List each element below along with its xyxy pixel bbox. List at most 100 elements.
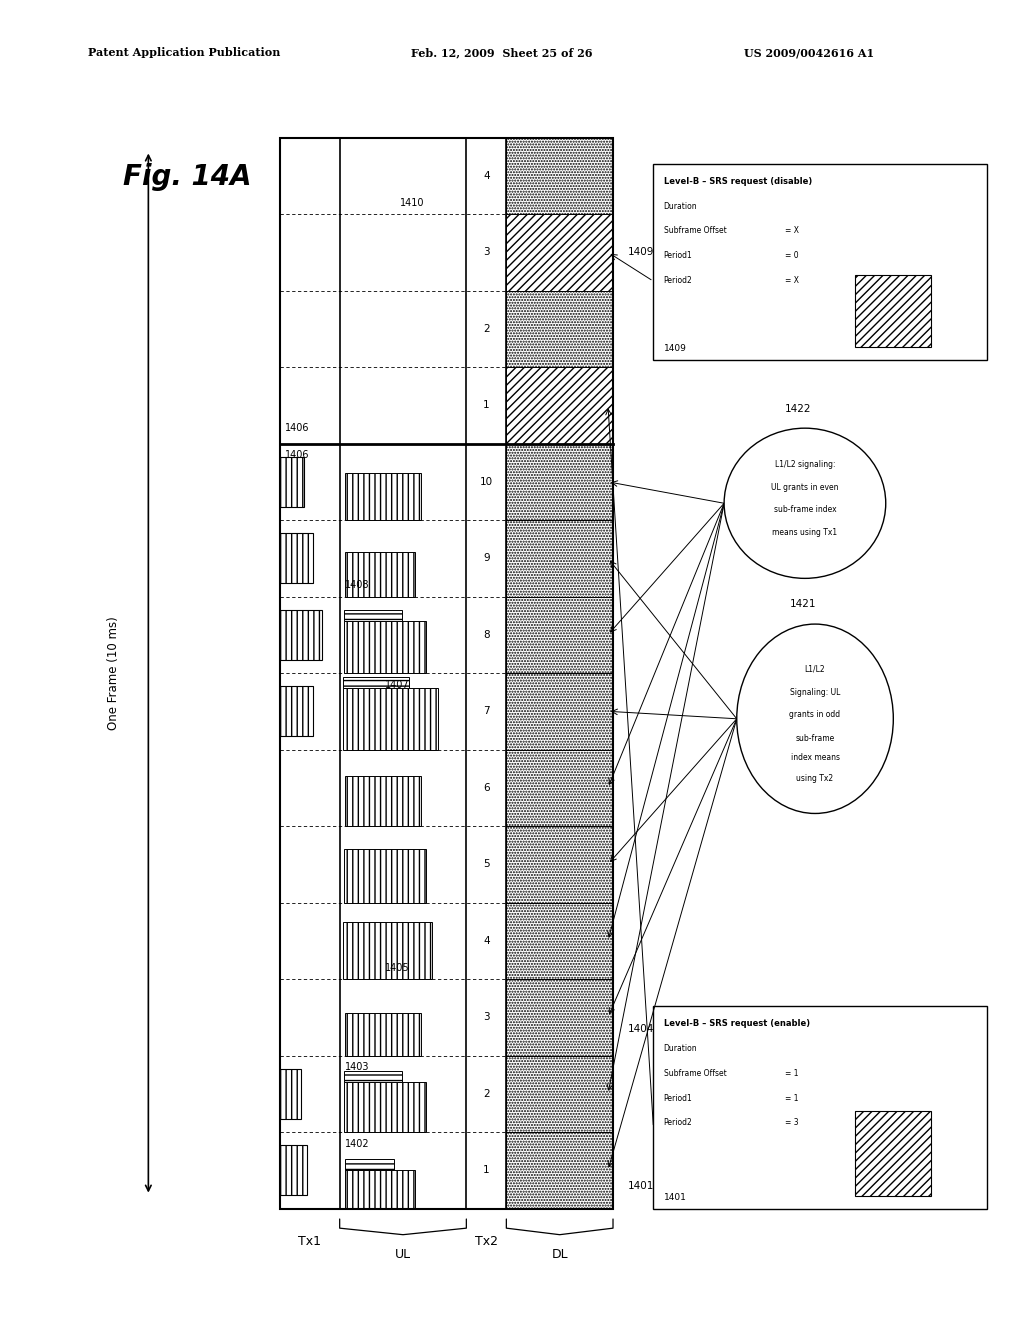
Text: Level-B – SRS request (disable): Level-B – SRS request (disable) [664,177,812,186]
Bar [280,686,312,737]
Ellipse shape [736,624,893,813]
Text: index means: index means [791,754,840,763]
Bar [280,1146,306,1195]
Text: 1409: 1409 [628,247,654,257]
Bar [345,1014,421,1056]
Text: L1/L2: L1/L2 [805,665,825,673]
Bar [344,1071,401,1082]
Text: 1405: 1405 [385,962,410,973]
Bar [343,688,438,750]
Bar [653,1006,987,1209]
Bar [344,620,426,673]
Bar [344,1082,426,1133]
Text: 9: 9 [483,553,489,564]
Text: Fig. 14A: Fig. 14A [123,162,252,190]
Bar [280,610,322,660]
Text: 2: 2 [483,1089,489,1098]
Text: Subframe Offset: Subframe Offset [664,226,726,235]
Text: 4: 4 [483,936,489,946]
Text: 1401: 1401 [628,1180,654,1191]
Bar [343,921,432,979]
Bar [280,1069,301,1118]
Text: means using Tx1: means using Tx1 [772,528,838,536]
Bar [506,903,613,979]
Bar [343,677,410,688]
Text: Duration: Duration [664,202,697,211]
Bar [506,520,613,597]
Text: grants in odd: grants in odd [790,710,841,719]
Text: 1421: 1421 [790,599,816,610]
Bar [280,137,613,1209]
Bar [280,533,312,583]
Text: Feb. 12, 2009  Sheet 25 of 26: Feb. 12, 2009 Sheet 25 of 26 [411,48,593,58]
Text: sub-frame index: sub-frame index [773,506,837,515]
Text: 1: 1 [483,400,489,411]
Bar [506,137,613,214]
Text: One Frame (10 ms): One Frame (10 ms) [106,616,120,730]
Text: 1403: 1403 [345,1063,370,1072]
Text: 1422: 1422 [784,404,811,413]
Text: 7: 7 [483,706,489,717]
Bar [506,444,613,520]
Text: Tx1: Tx1 [298,1234,322,1247]
Bar [855,1110,931,1196]
Text: 3: 3 [483,247,489,257]
Text: = X: = X [784,276,799,285]
Text: Period1: Period1 [664,1094,692,1102]
Text: 6: 6 [483,783,489,793]
Text: = 0: = 0 [784,251,799,260]
Text: L1/L2 signaling:: L1/L2 signaling: [775,459,836,469]
Text: = 1: = 1 [784,1094,799,1102]
Text: = 1: = 1 [784,1069,799,1078]
Bar [506,597,613,673]
Bar [345,1159,394,1171]
Bar [506,290,613,367]
Bar [344,849,426,903]
Text: Level-B – SRS request (enable): Level-B – SRS request (enable) [664,1019,810,1028]
Bar [344,610,401,620]
Text: 10: 10 [480,477,493,487]
Bar [280,457,304,507]
Bar [506,214,613,290]
Text: = 3: = 3 [784,1118,799,1127]
Text: US 2009/0042616 A1: US 2009/0042616 A1 [744,48,874,58]
Text: 1410: 1410 [400,198,425,207]
Bar [653,164,987,359]
Text: 5: 5 [483,859,489,870]
Text: 1401: 1401 [664,1193,686,1203]
Text: 3: 3 [483,1012,489,1022]
Text: 1409: 1409 [664,345,686,352]
Text: 2: 2 [483,323,489,334]
Text: Signaling: UL: Signaling: UL [790,688,841,697]
Bar [506,750,613,826]
Bar [506,367,613,444]
Bar [855,275,931,347]
Bar [345,473,421,520]
Bar [506,1056,613,1133]
Bar [345,552,415,597]
Text: 1406: 1406 [285,450,309,461]
Text: Period1: Period1 [664,251,692,260]
Text: Subframe Offset: Subframe Offset [664,1069,726,1078]
Text: Patent Application Publication: Patent Application Publication [88,48,281,58]
Text: 1406: 1406 [285,424,309,433]
Text: 1402: 1402 [345,1139,370,1148]
Text: 1404: 1404 [628,1024,654,1035]
Text: 4: 4 [483,170,489,181]
Ellipse shape [724,428,886,578]
Bar [345,776,421,826]
Text: 1408: 1408 [345,579,370,590]
Text: Duration: Duration [664,1044,697,1053]
Text: Tx2: Tx2 [475,1234,498,1247]
Text: Period2: Period2 [664,1118,692,1127]
Bar [506,979,613,1056]
Text: using Tx2: using Tx2 [797,775,834,783]
Bar [345,1171,415,1209]
Bar [506,673,613,750]
Text: DL: DL [551,1247,568,1261]
Text: 8: 8 [483,630,489,640]
Text: Period2: Period2 [664,276,692,285]
Bar [506,826,613,903]
Text: 1: 1 [483,1166,489,1175]
Text: 1407: 1407 [385,680,410,689]
